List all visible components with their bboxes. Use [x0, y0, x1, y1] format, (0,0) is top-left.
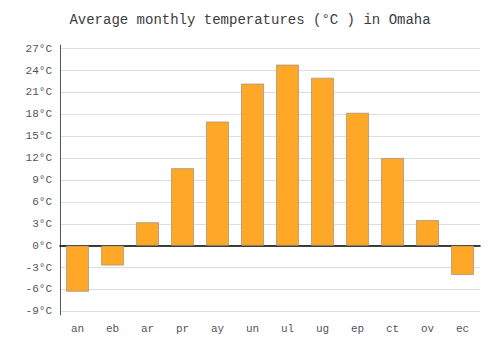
svg-text:27°C: 27°C — [26, 43, 53, 55]
svg-text:ul: ul — [281, 323, 294, 335]
svg-text:3°C: 3°C — [32, 218, 52, 230]
svg-text:ep: ep — [351, 323, 364, 335]
svg-text:ct: ct — [386, 323, 399, 335]
svg-text:6°C: 6°C — [32, 196, 52, 208]
svg-text:-9°C: -9°C — [26, 305, 53, 317]
svg-text:un: un — [246, 323, 259, 335]
svg-text:24°C: 24°C — [26, 65, 53, 77]
svg-text:18°C: 18°C — [26, 108, 53, 120]
svg-text:-3°C: -3°C — [26, 262, 53, 274]
svg-text:ay: ay — [211, 323, 225, 335]
svg-text:Average monthly temperatures (: Average monthly temperatures (°C ) in Om… — [69, 12, 430, 28]
svg-text:ug: ug — [316, 323, 329, 335]
svg-text:ec: ec — [456, 323, 469, 335]
svg-text:15°C: 15°C — [26, 130, 53, 142]
svg-text:0°C: 0°C — [32, 240, 52, 252]
svg-text:an: an — [71, 323, 84, 335]
svg-text:9°C: 9°C — [32, 174, 52, 186]
svg-text:eb: eb — [106, 323, 119, 335]
svg-text:21°C: 21°C — [26, 86, 53, 98]
svg-text:-6°C: -6°C — [26, 283, 53, 295]
svg-text:12°C: 12°C — [26, 152, 53, 164]
svg-text:pr: pr — [176, 323, 189, 335]
svg-text:ar: ar — [141, 323, 154, 335]
svg-text:ov: ov — [421, 323, 435, 335]
